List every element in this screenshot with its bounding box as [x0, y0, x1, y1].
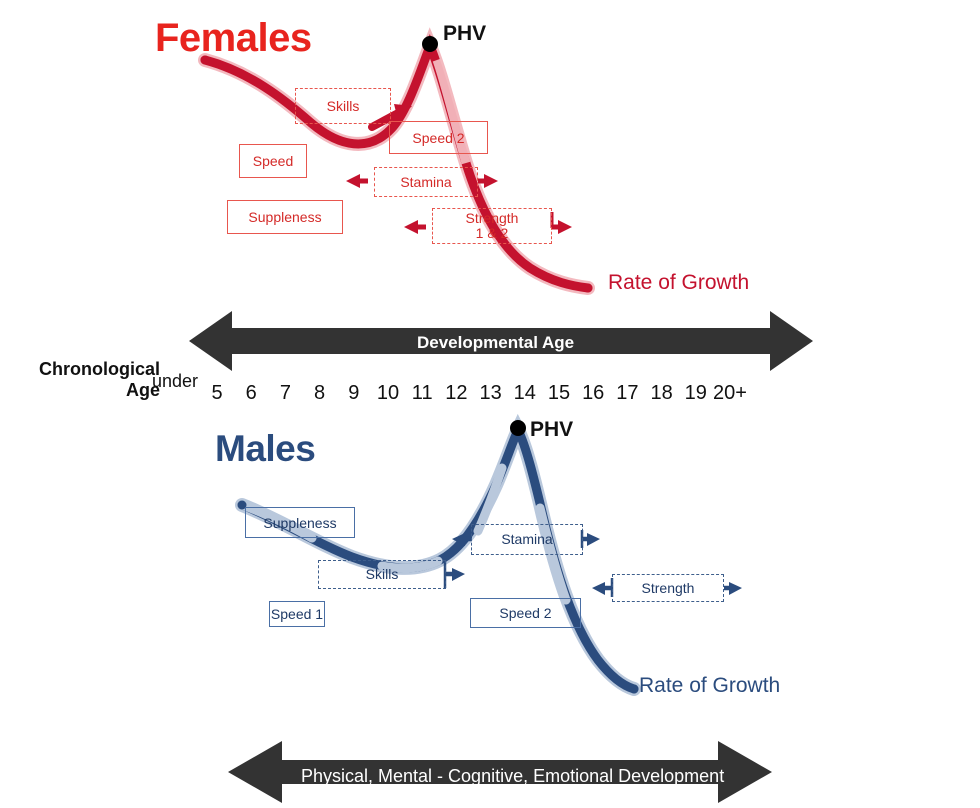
- age-tick-9: 9: [348, 382, 360, 404]
- female-strength-box: Strength 1 & 2: [432, 208, 552, 244]
- female-skills-arrowhead: [394, 104, 412, 120]
- age-tick-19: 19: [684, 382, 707, 404]
- female-speed-box: Speed: [239, 144, 307, 178]
- female-stamina-label: Stamina: [400, 173, 452, 190]
- male-skills-arrow: [443, 560, 465, 588]
- male-rate-of-growth-label: Rate of Growth: [639, 674, 781, 697]
- male-speed2-box: Speed 2: [470, 598, 581, 628]
- males-title: Males: [215, 428, 316, 469]
- male-suppleness-box: Suppleness: [245, 507, 355, 538]
- male-strength-label: Strength: [641, 579, 695, 596]
- male-suppleness-label: Suppleness: [263, 514, 337, 531]
- female-skills-box: Skills: [295, 88, 391, 124]
- female-strength-label-line2: 1 & 2: [475, 225, 509, 241]
- age-tick-row: 5 6 7 8 9 10 11 12 13 14 15 16 17 18 19 20+: [0, 382, 980, 410]
- age-tick-8: 8: [314, 382, 326, 404]
- male-phv-dot: [510, 420, 526, 436]
- female-phv-label: PHV: [443, 22, 487, 45]
- male-curve-pale-3: [473, 463, 507, 536]
- developmental-age-banner-label: Developmental Age: [417, 333, 575, 352]
- male-speed2-label: Speed 2: [499, 605, 552, 621]
- chronological-age-label: Chronological Age: [20, 359, 160, 401]
- male-speed1-label: Speed 1: [270, 606, 324, 622]
- age-tick-15: 15: [547, 382, 571, 404]
- female-speed2-label: Speed 2: [412, 129, 465, 146]
- age-tick-7: 7: [279, 382, 291, 404]
- age-tick-6: 6: [245, 382, 257, 404]
- male-speed1-box: Speed 1: [269, 601, 325, 627]
- female-phv-dot: [422, 36, 438, 52]
- females-title: Females: [155, 16, 312, 60]
- male-strength-box: Strength: [612, 574, 724, 602]
- chronological-age-line2: Age: [125, 380, 160, 401]
- age-tick-10: 10: [376, 382, 400, 404]
- age-tick-13: 13: [479, 382, 502, 404]
- male-skills-box: Skills: [318, 560, 446, 589]
- male-phv-label: PHV: [530, 418, 574, 441]
- age-tick-5: 5: [211, 382, 223, 404]
- female-strength-label-line1: Strength: [465, 210, 519, 227]
- female-rate-of-growth-label: Rate of Growth: [608, 271, 750, 294]
- under-label: under: [152, 371, 199, 391]
- age-tick-18: 18: [650, 382, 673, 404]
- bottom-banner-label: Physical, Mental - Cognitive, Emotional …: [301, 766, 725, 786]
- female-suppleness-box: Suppleness: [227, 200, 343, 234]
- age-tick-14: 14: [513, 382, 536, 404]
- chronological-age-line1: Chronological: [39, 359, 160, 379]
- female-speed-label: Speed: [252, 153, 294, 169]
- male-stamina-label: Stamina: [501, 531, 553, 548]
- age-tick-20plus: 20+: [713, 382, 747, 404]
- female-suppleness-label: Suppleness: [248, 209, 322, 225]
- male-curve-end-dot: [629, 684, 639, 694]
- age-tick-12: 12: [445, 382, 468, 404]
- male-skills-label: Skills: [365, 566, 399, 583]
- female-speed2-box: Speed 2: [389, 121, 488, 154]
- age-tick-11: 11: [411, 382, 433, 404]
- male-stamina-box: Stamina: [471, 524, 583, 555]
- age-tick-16: 16: [582, 382, 605, 404]
- female-skills-label: Skills: [326, 97, 360, 114]
- age-tick-17: 17: [616, 382, 639, 404]
- female-curve-end-dot: [583, 283, 593, 293]
- female-stamina-box: Stamina: [374, 167, 478, 197]
